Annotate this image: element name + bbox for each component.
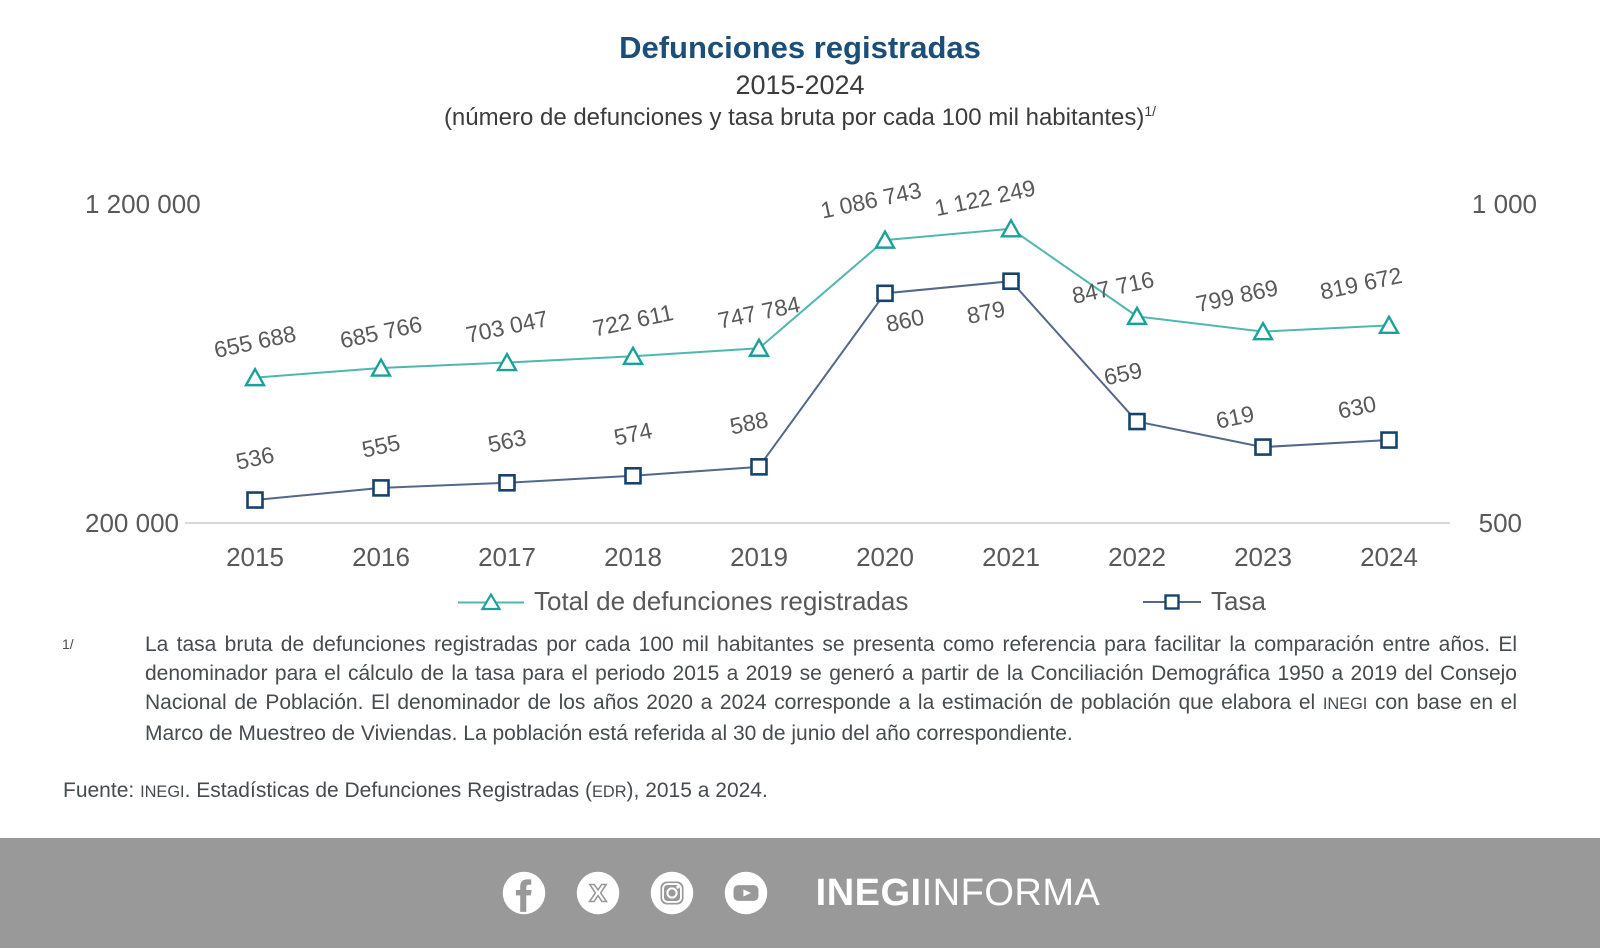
legend-triangle-marker-icon: [458, 591, 524, 610]
footer-brand: INEGIINFORMA: [816, 872, 1101, 915]
square-marker: [624, 466, 642, 485]
tasa-data-label: 555: [360, 429, 403, 462]
x-axis-label: 2018: [604, 542, 662, 572]
square-marker: [1128, 412, 1146, 431]
footer-brand-regular: INFORMA: [921, 871, 1101, 914]
triangle-marker: [1377, 314, 1401, 335]
legend-tasa-label: Tasa: [1211, 586, 1266, 616]
x-axis-label: 2017: [478, 542, 536, 572]
square-marker: [1380, 431, 1398, 449]
tasa-data-label: 879: [965, 295, 1008, 328]
legend-total-label: Total de defunciones registradas: [534, 586, 909, 616]
text-segment: INEGI: [140, 783, 185, 801]
x-axis-label: 2024: [1360, 542, 1418, 572]
tasa-data-label: 860: [884, 304, 927, 337]
square-marker: [1254, 438, 1272, 456]
y-axis-right-min-label: 500: [1479, 508, 1522, 538]
legend-square-marker-icon: [1143, 593, 1201, 610]
total-data-label: 819 672: [1318, 262, 1405, 305]
tasa-data-label: 630: [1336, 390, 1379, 423]
footnote-text: La tasa bruta de defunciones registradas…: [145, 630, 1517, 748]
triangle-marker: [1125, 305, 1149, 326]
y-axis-right-max-label: 1 000: [1472, 189, 1537, 219]
footer-brand-bold: INEGI: [815, 871, 922, 914]
triangle-marker: [999, 217, 1023, 238]
triangle-marker: [243, 366, 267, 387]
y-axis-left-max-label: 1 200 000: [85, 189, 201, 219]
x-axis-label: 2021: [982, 542, 1040, 572]
chart-note-text: (número de defunciones y tasa bruta por …: [443, 104, 1145, 131]
legend-item-tasa: Tasa: [1143, 586, 1266, 617]
footnote-marker: 1/: [62, 636, 74, 652]
triangle-marker: [1251, 320, 1275, 341]
instagram-icon[interactable]: [648, 869, 696, 917]
tasa-data-label: 563: [486, 424, 529, 457]
svg-text:X: X: [589, 881, 607, 907]
square-marker: [876, 284, 894, 303]
total-data-label: 685 766: [338, 311, 425, 354]
total-data-label: 1 122 249: [932, 174, 1037, 221]
facebook-icon[interactable]: [500, 869, 548, 917]
total-data-label: 847 716: [1070, 266, 1157, 309]
total-data-label: 722 611: [590, 299, 675, 341]
x-icon[interactable]: X: [574, 869, 622, 917]
text-segment: EDR: [591, 783, 627, 801]
total-data-label: 799 869: [1194, 274, 1281, 317]
text-segment: . Estadísticas de Defunciones Registrada…: [184, 779, 592, 802]
x-axis-label: 2019: [730, 542, 788, 572]
chart-header: Defunciones registradas 2015-2024 (númer…: [0, 30, 1600, 132]
x-axis-label: 2023: [1234, 542, 1292, 572]
y-axis-left-min-label: 200 000: [85, 508, 179, 538]
chart-note: (número de defunciones y tasa bruta por …: [0, 103, 1600, 132]
text-segment: con base en el Marco de Muestreo de Vivi…: [145, 691, 1517, 745]
triangle-marker: [747, 337, 771, 357]
triangle-marker: [495, 351, 519, 372]
tasa-data-label: 536: [234, 441, 277, 474]
tasa-data-label: 588: [728, 406, 771, 439]
square-marker: [246, 491, 264, 509]
square-marker: [750, 458, 768, 476]
square-marker: [498, 474, 516, 492]
footer-band: X INEGIINFORMA: [0, 838, 1600, 948]
text-segment: La tasa bruta de defunciones registradas…: [145, 633, 1517, 714]
x-axis-label: 2020: [856, 542, 914, 572]
series-total-line: [254, 227, 1390, 379]
chart-title: Defunciones registradas: [619, 30, 981, 65]
square-marker: [1002, 272, 1020, 290]
x-axis-label: 2016: [352, 542, 410, 572]
total-data-label: 655 688: [212, 320, 299, 363]
tasa-data-label: 619: [1214, 400, 1257, 433]
total-data-label: 703 047: [464, 305, 551, 348]
chart: 1 200 000 200 000 1 000 500 2015 2016 2017 2018…: [85, 174, 1537, 572]
tasa-data-label: 574: [612, 417, 655, 450]
legend-item-total: Total de defunciones registradas: [458, 586, 908, 617]
youtube-icon[interactable]: [722, 869, 770, 917]
x-axis-label: 2022: [1108, 542, 1166, 572]
tasa-data-label: 659: [1102, 357, 1145, 390]
triangle-marker: [621, 345, 645, 365]
square-marker: [372, 479, 390, 497]
source-line: Fuente: INEGI. Estadísticas de Defuncion…: [63, 779, 768, 803]
total-data-label: 747 784: [716, 291, 803, 334]
series-tasa-line: [254, 280, 1390, 502]
chart-subtitle: 2015-2024: [735, 70, 865, 100]
text-segment: Fuente:: [63, 779, 141, 802]
x-axis-label: 2015: [226, 542, 284, 572]
chart-note-superscript: 1/: [1144, 103, 1157, 119]
triangle-marker: [369, 357, 393, 377]
triangle-marker: [873, 229, 897, 249]
text-segment: INEGI: [1322, 695, 1368, 713]
total-data-label: 1 086 743: [818, 177, 923, 224]
text-segment: ), 2015 a 2024.: [626, 779, 768, 802]
